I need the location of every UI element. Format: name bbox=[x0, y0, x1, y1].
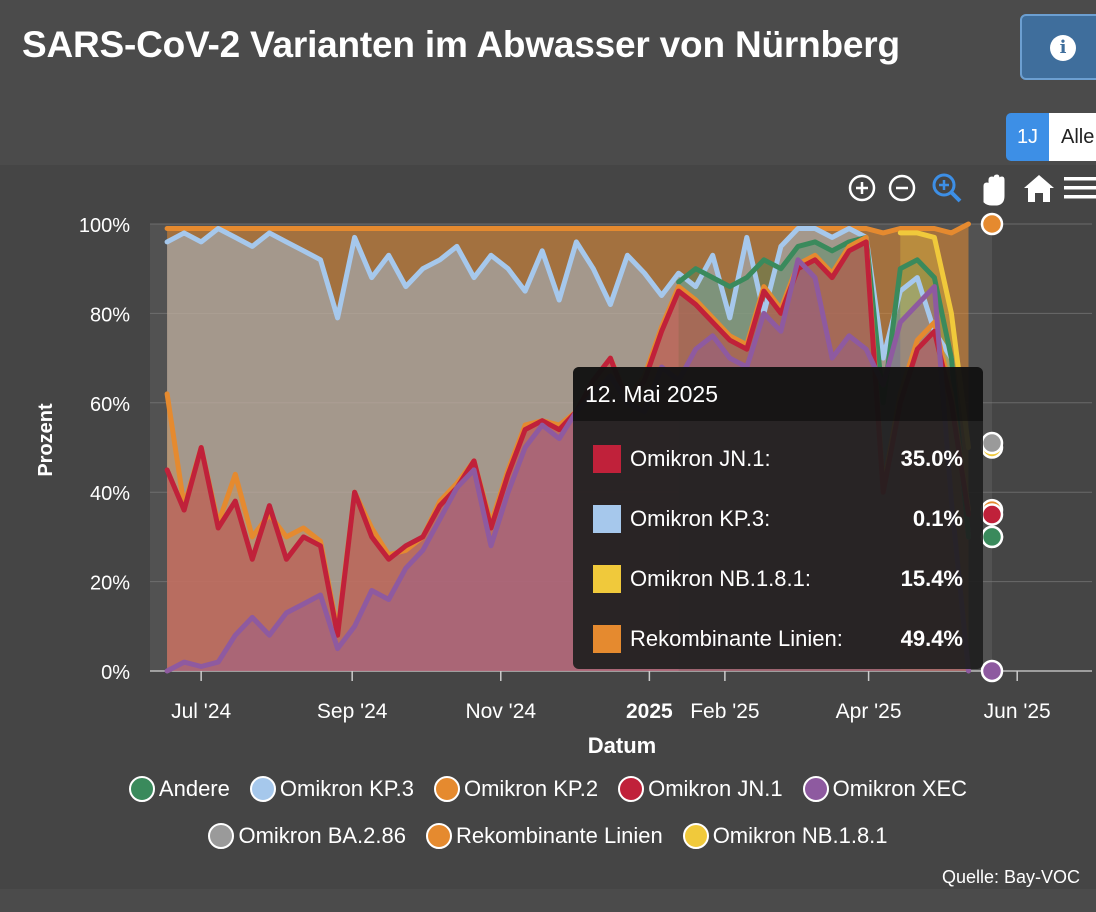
zoom-select-icon[interactable] bbox=[932, 173, 962, 203]
legend-item-rekombinante[interactable]: Rekombinante Linien bbox=[425, 823, 663, 849]
marker-andere bbox=[980, 525, 1004, 549]
menu-icon[interactable] bbox=[1064, 177, 1096, 199]
legend-item-ba286[interactable]: Omikron BA.2.86 bbox=[208, 823, 406, 849]
legend-item-kp3[interactable]: Omikron KP.3 bbox=[249, 776, 414, 802]
y-tick-label: 20% bbox=[90, 573, 130, 595]
zoom-in-icon[interactable] bbox=[848, 174, 876, 202]
legend-dot bbox=[682, 823, 709, 849]
tooltip-date: 12. Mai 2025 bbox=[573, 367, 983, 421]
pan-hand-icon[interactable] bbox=[983, 174, 1005, 206]
footer-bar bbox=[0, 889, 1096, 912]
zoom-out-icon[interactable] bbox=[888, 174, 916, 202]
legend-dot bbox=[433, 776, 460, 802]
range-button-alle[interactable]: Alle bbox=[1049, 113, 1096, 161]
y-tick-label: 40% bbox=[90, 483, 130, 505]
info-button[interactable]: i bbox=[1020, 14, 1096, 80]
legend-label: Omikron XEC bbox=[832, 776, 968, 801]
x-axis-label: Datum bbox=[588, 733, 656, 758]
marker-omikron-ba-2-86 bbox=[980, 431, 1004, 455]
tooltip-series-name: Omikron KP.3: bbox=[630, 506, 771, 531]
legend-label: Omikron NB.1.8.1 bbox=[712, 823, 888, 848]
y-tick-label: 0% bbox=[101, 662, 130, 684]
x-tick-label: Nov '24 bbox=[466, 700, 537, 723]
tooltip-swatch bbox=[593, 625, 621, 653]
y-axis-ticks: 0% 20% 40% 60% 80% 100% bbox=[79, 215, 130, 684]
source-credit: Quelle: Bay-VOC bbox=[942, 867, 1081, 887]
legend-label: Omikron JN.1 bbox=[648, 776, 783, 801]
range-button-1j[interactable]: 1J bbox=[1006, 113, 1049, 161]
tooltip-series-value: 49.4% bbox=[900, 626, 963, 651]
legend-item-jn1[interactable]: Omikron JN.1 bbox=[618, 776, 783, 802]
tooltip-series-name: Omikron NB.1.8.1: bbox=[630, 566, 811, 591]
legend-label: Rekombinante Linien bbox=[455, 823, 663, 848]
series-markers bbox=[980, 212, 1004, 683]
x-tick-label: Jul '24 bbox=[171, 700, 231, 723]
legend-row-2: Omikron BA.2.86 Rekombinante Linien Omik… bbox=[0, 823, 1096, 849]
tooltip-row: Omikron JN.1: 35.0% bbox=[593, 439, 963, 479]
tooltip-row: Omikron NB.1.8.1: 15.4% bbox=[593, 559, 963, 599]
legend-label: Omikron BA.2.86 bbox=[238, 823, 406, 848]
legend-label: Omikron KP.3 bbox=[279, 776, 414, 801]
home-icon[interactable] bbox=[1024, 175, 1054, 202]
line-omikron-kp-3 bbox=[164, 226, 971, 540]
range-selector: 1J Alle bbox=[1006, 113, 1096, 161]
legend-dot bbox=[249, 776, 276, 802]
legend-label: Andere bbox=[158, 776, 230, 801]
y-tick-label: 60% bbox=[90, 394, 130, 416]
tooltip-series-name: Rekombinante Linien: bbox=[630, 626, 843, 651]
line-rekombinante-linien bbox=[164, 221, 971, 236]
x-tick-label: Feb '25 bbox=[690, 700, 759, 723]
series-lines bbox=[164, 221, 971, 674]
legend-item-xec[interactable]: Omikron XEC bbox=[802, 776, 968, 802]
tooltip-series-value: 35.0% bbox=[900, 446, 963, 471]
marker-rekombinante-linien bbox=[980, 212, 1004, 236]
y-tick-label: 80% bbox=[90, 304, 130, 326]
legend-item-nb181[interactable]: Omikron NB.1.8.1 bbox=[682, 823, 888, 849]
x-axis-ticks: Jul '24 Sep '24 Nov '24 2025 Feb '25 Apr '25 J… bbox=[171, 671, 1051, 723]
tooltip-row: Rekombinante Linien: 49.4% bbox=[593, 619, 963, 659]
tooltip-swatch bbox=[593, 505, 621, 533]
legend-dot bbox=[802, 776, 829, 802]
legend-dot bbox=[618, 776, 645, 802]
legend-item-andere[interactable]: Andere bbox=[128, 776, 230, 802]
tooltip-series-name: Omikron JN.1: bbox=[630, 446, 771, 471]
x-tick-label: Apr '25 bbox=[836, 700, 902, 723]
x-tick-label: 2025 bbox=[626, 700, 673, 723]
legend-label: Omikron KP.2 bbox=[463, 776, 599, 801]
x-tick-label: Sep '24 bbox=[317, 700, 388, 723]
marker-omikron-xec bbox=[980, 659, 1004, 683]
marker-omikron-jn-1 bbox=[980, 503, 1004, 526]
legend-row-1: Andere Omikron KP.3 Omikron KP.2 Omikron… bbox=[0, 776, 1096, 802]
tooltip-row: Omikron KP.3: 0.1% bbox=[593, 499, 963, 539]
info-icon: i bbox=[1050, 35, 1076, 61]
legend-item-kp2[interactable]: Omikron KP.2 bbox=[433, 776, 599, 802]
y-tick-label: 100% bbox=[79, 215, 130, 237]
legend-dot bbox=[425, 823, 452, 849]
legend-dot bbox=[208, 823, 235, 849]
x-tick-label: Jun '25 bbox=[984, 700, 1051, 723]
chart-tooltip: 12. Mai 2025 Omikron JN.1: 35.0% Omikron… bbox=[573, 367, 983, 669]
y-axis-label: Prozent bbox=[35, 403, 57, 477]
tooltip-swatch bbox=[593, 565, 621, 593]
tooltip-swatch bbox=[593, 445, 621, 473]
tooltip-series-value: 0.1% bbox=[912, 506, 963, 531]
tooltip-series-value: 15.4% bbox=[900, 566, 963, 591]
line-andere bbox=[676, 234, 971, 540]
legend-dot bbox=[128, 776, 155, 802]
line-omikron-nb-1-8-1 bbox=[897, 230, 971, 450]
page-title: SARS-CoV-2 Varianten im Abwasser von Nür… bbox=[22, 24, 900, 65]
line-omikron-xec bbox=[164, 257, 971, 674]
